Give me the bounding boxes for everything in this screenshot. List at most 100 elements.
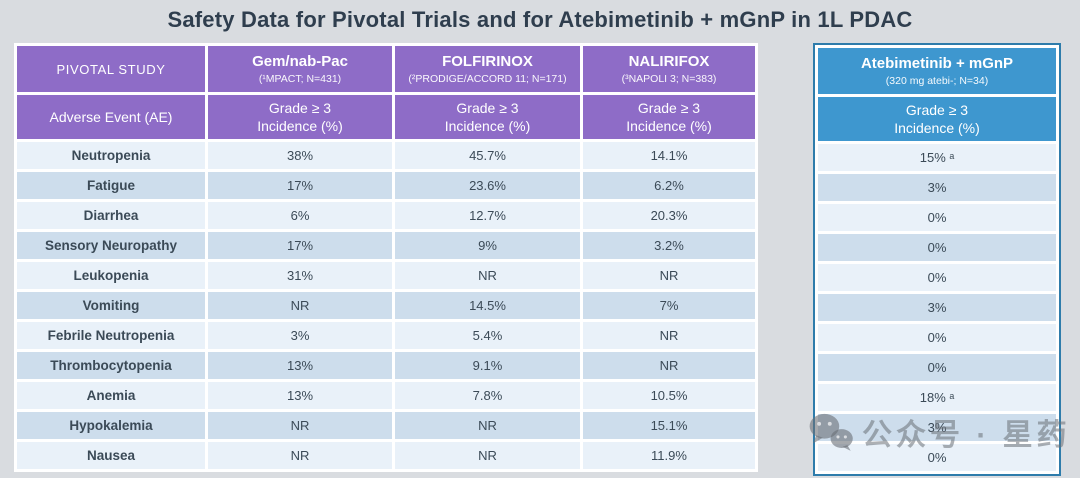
table-row: Thrombocytopenia 13% 9.1% NR: [17, 352, 755, 379]
nalirifox-value: 3.2%: [583, 232, 755, 259]
gem-value: NR: [208, 442, 392, 469]
adverse-event-label: Nausea: [17, 442, 205, 469]
atebimetinib-grade-header-row: Grade ≥ 3 Incidence (%): [818, 97, 1056, 141]
side-table-row: 3%: [818, 414, 1056, 441]
pivotal-study-header: PIVOTAL STUDY: [17, 46, 205, 92]
study-header-gem-nab-pac: Gem/nab-Pac (¹MPACT; N=431): [208, 46, 392, 92]
gem-value: 13%: [208, 352, 392, 379]
atebimetinib-value: 3%: [818, 174, 1056, 201]
side-table-row: 0%: [818, 324, 1056, 351]
adverse-event-label: Sensory Neuropathy: [17, 232, 205, 259]
atebimetinib-value: 18% ᵃ: [818, 384, 1056, 411]
table-row: Fatigue 17% 23.6% 6.2%: [17, 172, 755, 199]
grade-header-atebimetinib: Grade ≥ 3 Incidence (%): [818, 97, 1056, 141]
study-detail: (²PRODIGE/ACCORD 11; N=171): [408, 72, 567, 85]
atebimetinib-value: 3%: [818, 294, 1056, 321]
adverse-event-label: Thrombocytopenia: [17, 352, 205, 379]
study-name: FOLFIRINOX: [442, 53, 533, 71]
table-row: Diarrhea 6% 12.7% 20.3%: [17, 202, 755, 229]
grade-header-row: Adverse Event (AE) Grade ≥ 3 Incidence (…: [17, 95, 755, 139]
gem-value: 3%: [208, 322, 392, 349]
grade-header-gem: Grade ≥ 3 Incidence (%): [208, 95, 392, 139]
gem-value: NR: [208, 412, 392, 439]
nalirifox-value: 11.9%: [583, 442, 755, 469]
adverse-event-label: Leukopenia: [17, 262, 205, 289]
folfirinox-value: 23.6%: [395, 172, 580, 199]
grade-line2: Incidence (%): [257, 118, 343, 134]
grade-line1: Grade ≥ 3: [268, 99, 332, 116]
grade-header-folfirinox: Grade ≥ 3 Incidence (%): [395, 95, 580, 139]
folfirinox-value: 9.1%: [395, 352, 580, 379]
folfirinox-value: 14.5%: [395, 292, 580, 319]
pivotal-trials-table: PIVOTAL STUDY Gem/nab-Pac (¹MPACT; N=431…: [14, 43, 758, 472]
adverse-event-label: Fatigue: [17, 172, 205, 199]
study-header-row: PIVOTAL STUDY Gem/nab-Pac (¹MPACT; N=431…: [17, 46, 755, 92]
table-row: Febrile Neutropenia 3% 5.4% NR: [17, 322, 755, 349]
grade-line1: Grade ≥ 3: [637, 99, 701, 116]
atebimetinib-value: 15% ᵃ: [818, 144, 1056, 171]
side-table-row: 0%: [818, 204, 1056, 231]
nalirifox-value: NR: [583, 352, 755, 379]
folfirinox-value: NR: [395, 442, 580, 469]
folfirinox-value: NR: [395, 262, 580, 289]
table-row: Neutropenia 38% 45.7% 14.1%: [17, 142, 755, 169]
table-row: Leukopenia 31% NR NR: [17, 262, 755, 289]
page-title: Safety Data for Pivotal Trials and for A…: [167, 7, 913, 32]
nalirifox-value: 10.5%: [583, 382, 755, 409]
gem-value: 17%: [208, 172, 392, 199]
nalirifox-value: 15.1%: [583, 412, 755, 439]
gem-value: 6%: [208, 202, 392, 229]
atebimetinib-value: 0%: [818, 324, 1056, 351]
adverse-event-label: Neutropenia: [17, 142, 205, 169]
nalirifox-value: NR: [583, 262, 755, 289]
adverse-event-label: Anemia: [17, 382, 205, 409]
grade-line2: Incidence (%): [444, 118, 531, 134]
side-table-row: 0%: [818, 234, 1056, 261]
gem-value: 13%: [208, 382, 392, 409]
atebimetinib-header-row: Atebimetinib + mGnP (320 mg atebi-; N=34…: [818, 48, 1056, 94]
study-name: NALIRIFOX: [628, 53, 710, 71]
grade-line1: Grade ≥ 3: [905, 101, 969, 118]
table-row: Sensory Neuropathy 17% 9% 3.2%: [17, 232, 755, 259]
study-detail: (¹MPACT; N=431): [258, 72, 342, 85]
side-table-row: 0%: [818, 354, 1056, 381]
study-header-folfirinox: FOLFIRINOX (²PRODIGE/ACCORD 11; N=171): [395, 46, 580, 92]
grade-line2: Incidence (%): [894, 120, 980, 136]
study-header-nalirifox: NALIRIFOX (³NAPOLI 3; N=383): [583, 46, 755, 92]
side-table-row: 3%: [818, 174, 1056, 201]
table-row: Anemia 13% 7.8% 10.5%: [17, 382, 755, 409]
side-table-row: 0%: [818, 264, 1056, 291]
gem-value: NR: [208, 292, 392, 319]
study-detail: (³NAPOLI 3; N=383): [621, 72, 717, 85]
adverse-event-label: Vomiting: [17, 292, 205, 319]
table-row: Nausea NR NR 11.9%: [17, 442, 755, 469]
study-detail: (320 mg atebi-; N=34): [885, 74, 989, 87]
folfirinox-value: 7.8%: [395, 382, 580, 409]
table-row: Vomiting NR 14.5% 7%: [17, 292, 755, 319]
adverse-event-header: Adverse Event (AE): [17, 95, 205, 139]
atebimetinib-value: 0%: [818, 354, 1056, 381]
nalirifox-value: 6.2%: [583, 172, 755, 199]
gem-value: 38%: [208, 142, 392, 169]
nalirifox-value: 14.1%: [583, 142, 755, 169]
nalirifox-value: 7%: [583, 292, 755, 319]
table-row: Hypokalemia NR NR 15.1%: [17, 412, 755, 439]
atebimetinib-value: 3%: [818, 414, 1056, 441]
gem-value: 17%: [208, 232, 392, 259]
grade-line1: Grade ≥ 3: [456, 99, 519, 116]
gem-value: 31%: [208, 262, 392, 289]
atebimetinib-value: 0%: [818, 264, 1056, 291]
nalirifox-value: NR: [583, 322, 755, 349]
side-table-row: 15% ᵃ: [818, 144, 1056, 171]
side-table-row: 3%: [818, 294, 1056, 321]
grade-line2: Incidence (%): [626, 118, 712, 134]
atebimetinib-value: 0%: [818, 444, 1056, 471]
atebimetinib-value: 0%: [818, 234, 1056, 261]
adverse-event-label: Febrile Neutropenia: [17, 322, 205, 349]
grade-header-nalirifox: Grade ≥ 3 Incidence (%): [583, 95, 755, 139]
folfirinox-value: NR: [395, 412, 580, 439]
study-name: Gem/nab-Pac: [252, 53, 348, 71]
study-name: Atebimetinib + mGnP: [860, 55, 1014, 73]
folfirinox-value: 5.4%: [395, 322, 580, 349]
adverse-event-label: Diarrhea: [17, 202, 205, 229]
